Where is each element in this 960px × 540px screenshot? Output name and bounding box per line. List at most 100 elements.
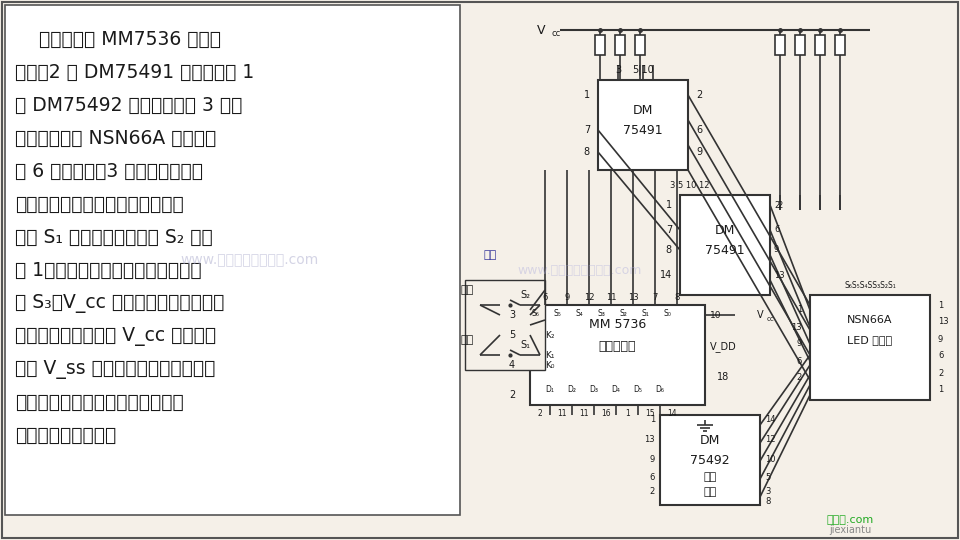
Text: jiexiantu: jiexiantu xyxy=(828,525,871,535)
Text: V_DD: V_DD xyxy=(709,341,736,353)
Text: 芯片、2 个 DM75491 段驱动器和 1: 芯片、2 个 DM75491 段驱动器和 1 xyxy=(15,63,254,82)
Text: 9: 9 xyxy=(650,456,655,464)
Text: K₀: K₀ xyxy=(545,361,555,369)
Text: www.海量科技有限公司.com: www.海量科技有限公司.com xyxy=(180,253,319,267)
Text: S₀: S₀ xyxy=(663,308,671,318)
Text: S₂: S₂ xyxy=(619,308,627,318)
Text: 7: 7 xyxy=(652,293,658,301)
Text: 8: 8 xyxy=(666,245,672,255)
Text: DM: DM xyxy=(715,224,735,237)
Text: 1: 1 xyxy=(626,408,631,417)
Text: 3 5 10 12: 3 5 10 12 xyxy=(670,180,709,190)
Text: 3: 3 xyxy=(509,310,515,320)
Text: 13: 13 xyxy=(628,293,638,301)
Text: 12: 12 xyxy=(584,293,594,301)
Text: D₄: D₄ xyxy=(612,386,620,395)
Text: 8: 8 xyxy=(584,147,590,157)
Text: D₆: D₆ xyxy=(656,386,664,395)
Text: 节省功耗。本电路可以驱动更大的: 节省功耗。本电路可以驱动更大的 xyxy=(15,393,183,412)
Text: 1: 1 xyxy=(797,306,802,314)
Text: 10: 10 xyxy=(710,310,722,320)
Text: 9: 9 xyxy=(938,334,944,343)
Text: 极管提供电流，由于 V_cc 的电压可: 极管提供电流，由于 V_cc 的电压可 xyxy=(15,327,216,346)
Text: 1: 1 xyxy=(666,200,672,210)
Text: 8: 8 xyxy=(765,497,770,507)
Text: 数器进行手动控制。为了复位，可: 数器进行手动控制。为了复位，可 xyxy=(15,195,183,214)
Text: 14: 14 xyxy=(765,415,776,424)
Text: 2: 2 xyxy=(797,374,802,382)
Text: 75491: 75491 xyxy=(706,244,745,256)
Text: 动器用来驱动 NSN66A 发光二极: 动器用来驱动 NSN66A 发光二极 xyxy=(15,129,216,148)
Text: 6: 6 xyxy=(774,226,780,234)
Text: 7: 7 xyxy=(584,125,590,135)
Text: 11: 11 xyxy=(579,408,588,417)
Text: 2: 2 xyxy=(509,390,515,400)
Text: 5|10: 5|10 xyxy=(632,65,654,75)
Text: V: V xyxy=(537,24,545,37)
Text: 9: 9 xyxy=(564,293,569,301)
Text: D₁: D₁ xyxy=(545,386,555,395)
Text: 18: 18 xyxy=(717,372,730,382)
Text: 管 6 位显示器。3 个开关对这个计: 管 6 位显示器。3 个开关对这个计 xyxy=(15,162,203,181)
Text: 清零: 清零 xyxy=(461,285,473,295)
Text: 入 1，如果需要打入新数，可以接着: 入 1，如果需要打入新数，可以接着 xyxy=(15,261,202,280)
Text: 2: 2 xyxy=(774,200,780,210)
Text: S₆: S₆ xyxy=(531,308,539,318)
Bar xyxy=(598,80,688,170)
Bar xyxy=(530,305,705,405)
Text: S₂: S₂ xyxy=(520,290,530,300)
Bar xyxy=(635,35,645,55)
Text: K₁: K₁ xyxy=(545,350,555,360)
Text: 5: 5 xyxy=(765,472,770,482)
Text: 11: 11 xyxy=(606,293,616,301)
Text: www.海量科技有限公司.com: www.海量科技有限公司.com xyxy=(517,264,642,276)
Text: DM: DM xyxy=(633,104,653,117)
Text: 4: 4 xyxy=(509,360,515,370)
Text: 1: 1 xyxy=(938,386,944,395)
Text: S₅: S₅ xyxy=(553,308,561,318)
Text: 1: 1 xyxy=(938,300,944,309)
Text: 11: 11 xyxy=(557,408,566,417)
Text: 接线图.com: 接线图.com xyxy=(827,515,874,525)
Text: 2: 2 xyxy=(938,368,944,377)
Text: 12: 12 xyxy=(765,435,776,444)
Text: DM: DM xyxy=(700,434,720,447)
Text: cc: cc xyxy=(552,30,562,38)
Text: 9: 9 xyxy=(774,246,780,254)
Bar xyxy=(775,35,785,55)
Text: 13: 13 xyxy=(791,322,802,332)
Text: 1: 1 xyxy=(584,90,590,100)
Text: 以掀 S₁ 使计算器清零。掀 S₂ 可输: 以掀 S₁ 使计算器清零。掀 S₂ 可输 xyxy=(15,228,213,247)
Text: 计数: 计数 xyxy=(484,250,496,260)
Text: 1: 1 xyxy=(650,415,655,424)
Text: 14: 14 xyxy=(660,270,672,280)
Text: S₁: S₁ xyxy=(641,308,649,318)
Text: D₂: D₂ xyxy=(567,386,577,395)
Text: 16: 16 xyxy=(601,408,611,417)
Text: 3: 3 xyxy=(765,488,770,496)
Text: 6: 6 xyxy=(650,472,655,482)
Text: 2: 2 xyxy=(696,90,703,100)
Text: S₄: S₄ xyxy=(575,308,583,318)
Text: 14: 14 xyxy=(667,408,677,417)
Text: 2: 2 xyxy=(778,200,782,210)
Text: NSN66A: NSN66A xyxy=(848,315,893,325)
Bar xyxy=(660,415,760,505)
Text: LED 显示器: LED 显示器 xyxy=(848,335,893,345)
Text: 3: 3 xyxy=(615,65,621,75)
Text: S₃: S₃ xyxy=(597,308,605,318)
Text: D₅: D₅ xyxy=(634,386,642,395)
Text: D₃: D₃ xyxy=(589,386,598,395)
Text: K₂: K₂ xyxy=(545,330,555,340)
Bar xyxy=(815,35,825,55)
Text: 10: 10 xyxy=(765,456,776,464)
Text: 6: 6 xyxy=(797,356,802,366)
Text: 动器: 动器 xyxy=(704,487,716,497)
Text: cc: cc xyxy=(767,316,775,322)
Text: 9: 9 xyxy=(696,147,702,157)
Text: 发光二极管显示器。: 发光二极管显示器。 xyxy=(15,426,116,445)
Text: 6: 6 xyxy=(696,125,702,135)
Text: 个 DM75492 位驱动器。这 3 个驱: 个 DM75492 位驱动器。这 3 个驱 xyxy=(15,96,242,115)
Text: 75492: 75492 xyxy=(690,454,730,467)
Bar xyxy=(5,5,460,515)
